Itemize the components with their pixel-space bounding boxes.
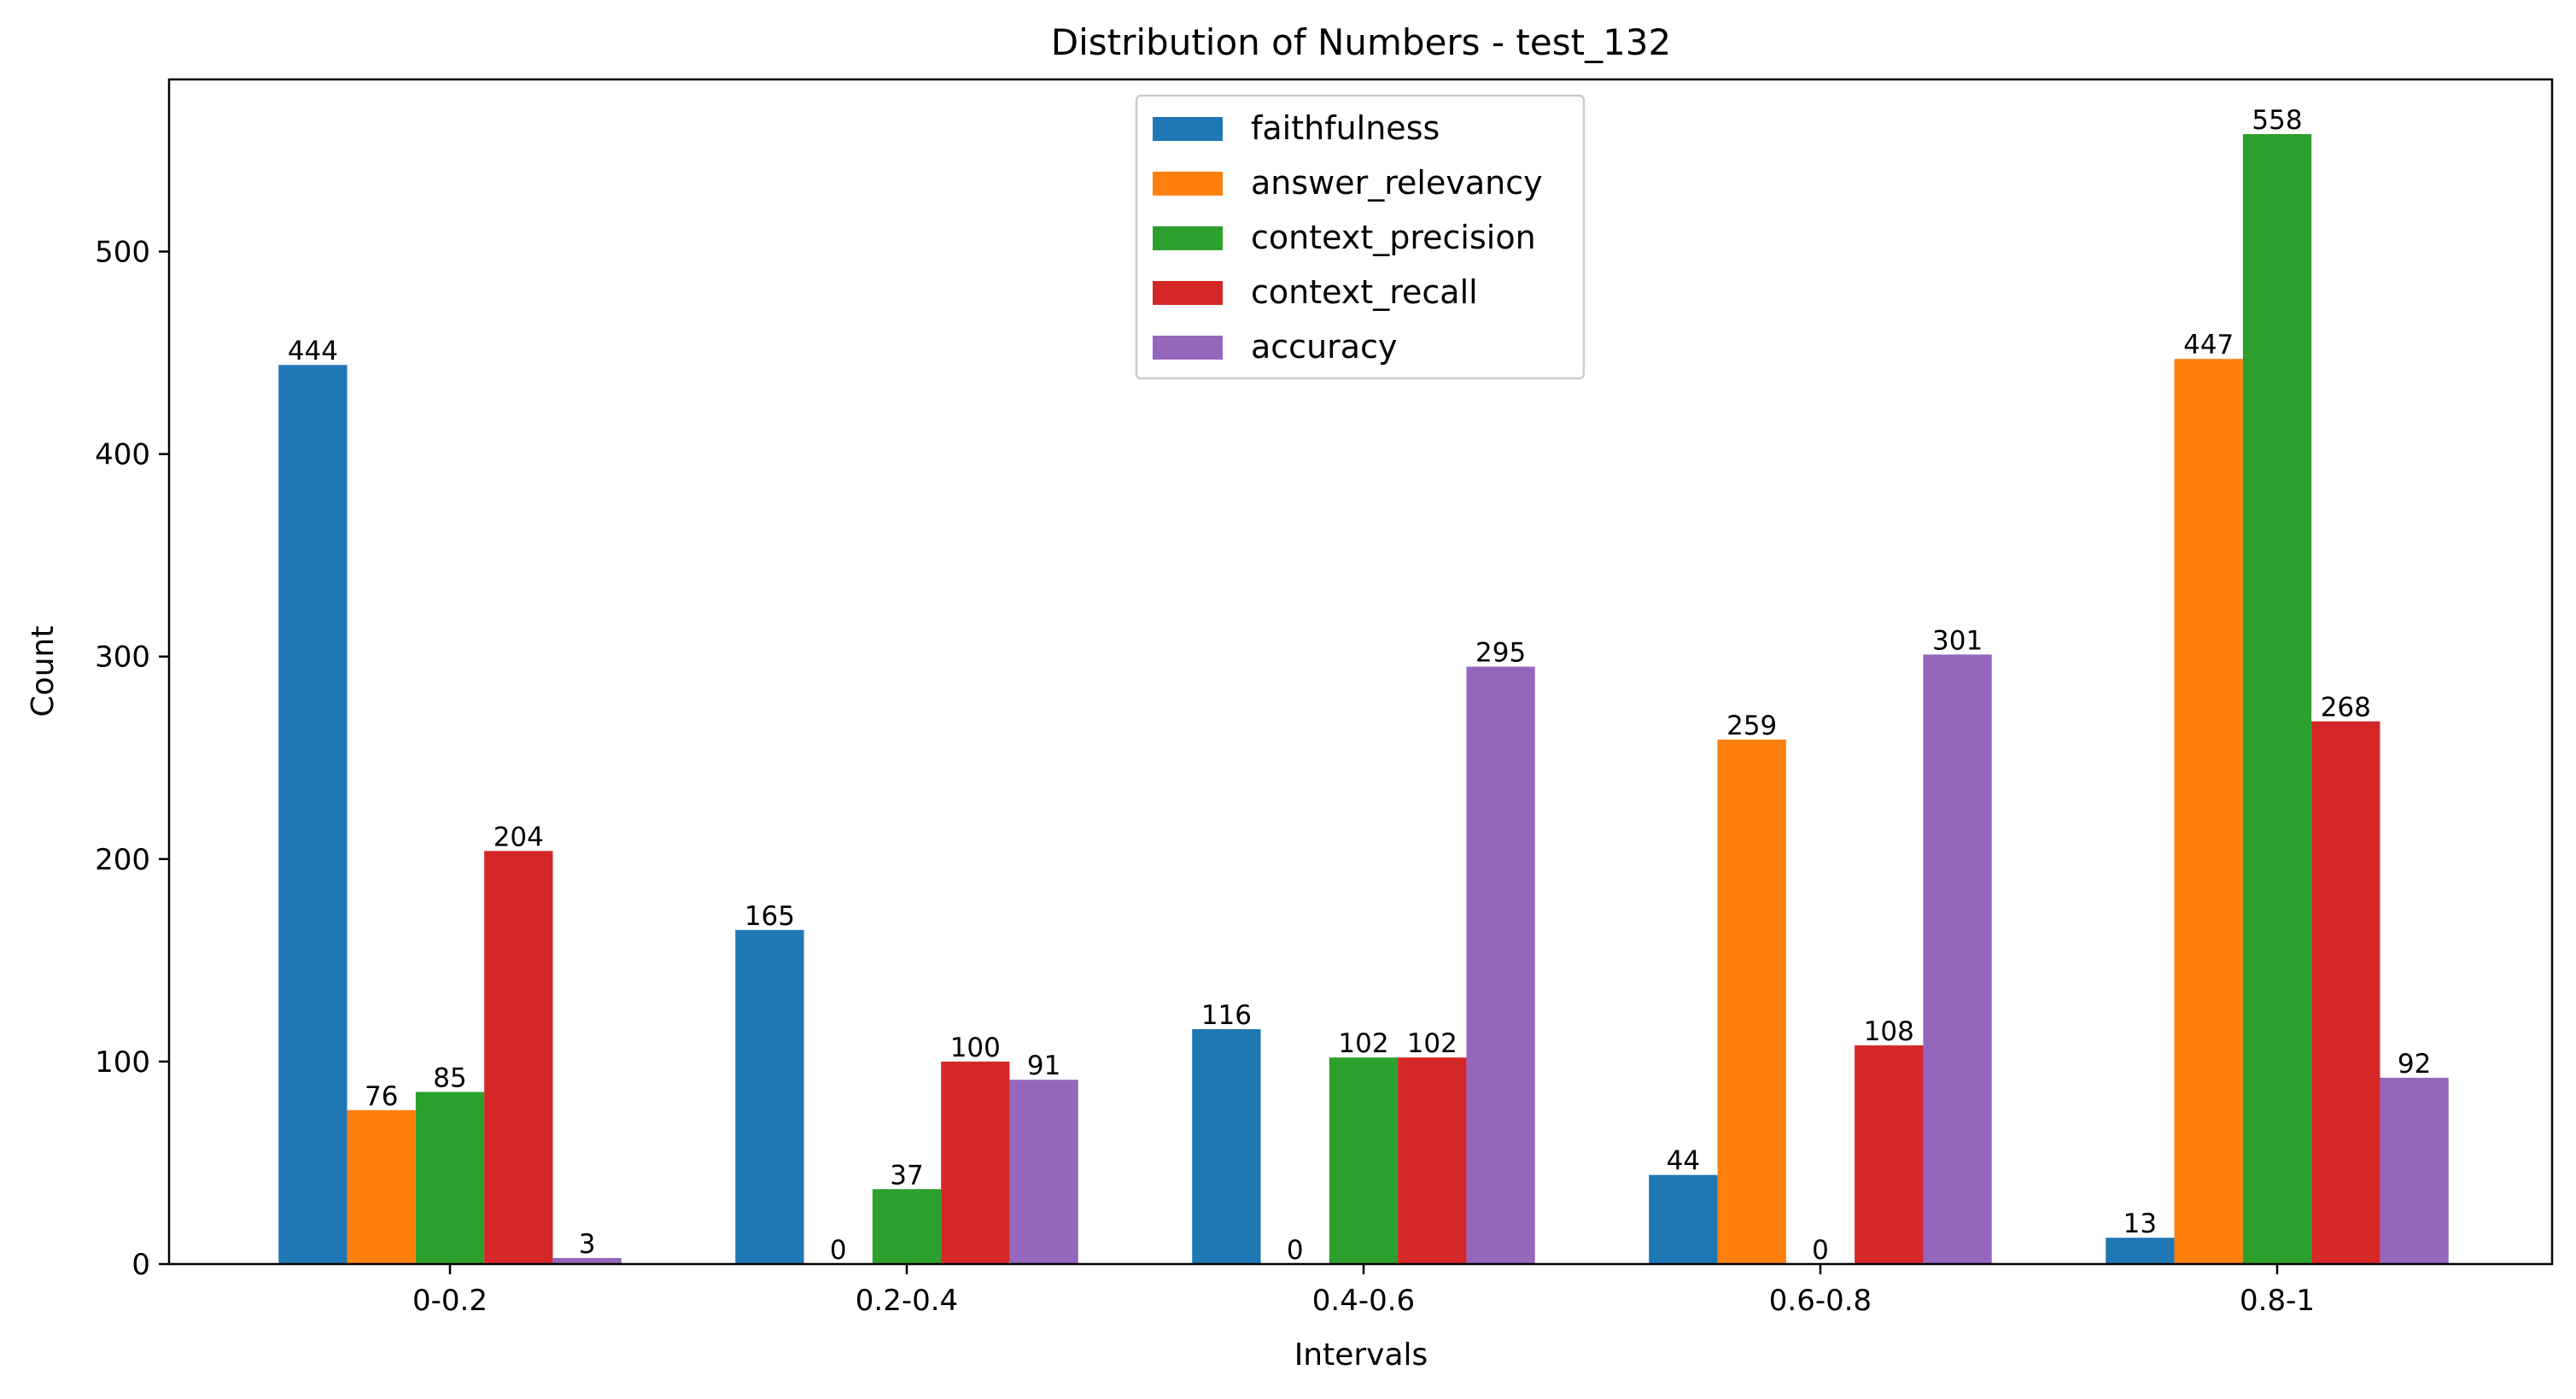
legend-label-answer_relevancy: answer_relevancy (1251, 164, 1543, 202)
bars-group (278, 134, 2449, 1265)
bar-label-accuracy-4: 92 (2398, 1049, 2431, 1080)
bar-context_recall-4 (2311, 721, 2380, 1264)
x-tick-label: 0.6-0.8 (1769, 1284, 1872, 1318)
bar-label-context_recall-4: 268 (2321, 693, 2371, 723)
bar-label-context_precision-0: 85 (433, 1062, 466, 1093)
legend-swatch-accuracy (1153, 336, 1223, 360)
bar-accuracy-4 (2380, 1077, 2449, 1264)
bar-context_recall-3 (1855, 1045, 1924, 1264)
bar-answer_relevancy-4 (2174, 359, 2243, 1265)
x-tick-label: 0.4-0.6 (1312, 1284, 1415, 1318)
chart-title: Distribution of Numbers - test_132 (1051, 21, 1672, 63)
y-tick-label: 300 (95, 641, 150, 675)
y-tick-label: 500 (95, 236, 150, 270)
bar-accuracy-3 (1923, 654, 1992, 1264)
bar-label-faithfulness-4: 13 (2123, 1209, 2157, 1239)
y-tick-label: 400 (95, 438, 150, 472)
bar-label-context_precision-4: 558 (2252, 105, 2302, 136)
legend-label-context_precision: context_precision (1251, 219, 1536, 256)
bar-context_recall-2 (1398, 1057, 1467, 1264)
bar-label-accuracy-3: 301 (1932, 625, 1983, 656)
bar-answer_relevancy-3 (1717, 739, 1786, 1264)
x-tick-label: 0.8-1 (2240, 1284, 2315, 1318)
bar-answer_relevancy-0 (347, 1109, 416, 1264)
bar-faithfulness-3 (1649, 1174, 1718, 1264)
legend-swatch-context_precision (1153, 226, 1223, 250)
legend-label-faithfulness: faithfulness (1251, 109, 1440, 147)
bar-labels-group: 444 165 116 44 13 76 0 0 259 447 85 37 102 0 558 204 100… (288, 105, 2432, 1266)
bar-accuracy-1 (1009, 1080, 1078, 1264)
bar-context_precision-0 (415, 1092, 485, 1264)
bar-accuracy-0 (552, 1257, 622, 1264)
y-tick-label: 200 (95, 843, 150, 877)
bar-label-accuracy-2: 295 (1475, 638, 1526, 669)
bar-label-faithfulness-0: 444 (288, 336, 338, 366)
legend: faithfulness answer_relevancy context_prec… (1135, 94, 1586, 380)
legend-swatch-context_recall (1153, 281, 1223, 305)
bar-label-answer_relevancy-1: 0 (830, 1235, 847, 1266)
bar-label-context_precision-3: 0 (1812, 1235, 1829, 1266)
bar-faithfulness-1 (735, 929, 804, 1264)
bar-label-context_recall-3: 108 (1864, 1016, 1914, 1047)
bar-label-context_recall-0: 204 (494, 822, 544, 852)
legend-box (1135, 94, 1586, 380)
bar-label-context_precision-2: 102 (1338, 1028, 1388, 1059)
bar-label-accuracy-0: 3 (579, 1229, 596, 1260)
bar-context_precision-2 (1329, 1057, 1399, 1264)
bar-context_recall-0 (484, 851, 553, 1264)
bar-context_recall-1 (941, 1061, 1010, 1264)
plot-frame (167, 78, 2554, 1266)
bar-faithfulness-4 (2106, 1238, 2175, 1264)
bar-label-faithfulness-2: 116 (1201, 1000, 1252, 1031)
bar-context_precision-4 (2242, 134, 2312, 1264)
y-axis: 0 100 200 300 400 500 (95, 236, 169, 1282)
legend-swatch-faithfulness (1153, 117, 1223, 141)
x-tick-label: 0.2-0.4 (856, 1284, 958, 1318)
bar-label-answer_relevancy-0: 76 (365, 1081, 398, 1112)
bar-label-context_recall-2: 102 (1407, 1028, 1457, 1059)
bar-label-answer_relevancy-2: 0 (1287, 1235, 1304, 1266)
bar-label-faithfulness-3: 44 (1667, 1146, 1700, 1177)
x-tick-label: 0-0.2 (412, 1284, 488, 1318)
y-tick-label: 100 (95, 1045, 150, 1080)
x-axis: 0-0.2 0.2-0.4 0.4-0.6 0.6-0.8 0.8-1 (412, 1264, 2315, 1318)
legend-label-context_recall: context_recall (1251, 273, 1478, 311)
bar-accuracy-2 (1466, 666, 1535, 1264)
bar-label-faithfulness-1: 165 (745, 901, 795, 932)
bar-label-context_recall-1: 100 (950, 1033, 1001, 1063)
bar-label-context_precision-1: 37 (890, 1160, 923, 1191)
bar-label-answer_relevancy-3: 259 (1726, 711, 1777, 741)
legend-swatch-answer_relevancy (1153, 172, 1223, 196)
legend-label-accuracy: accuracy (1251, 328, 1397, 366)
x-axis-label: Intervals (1294, 1338, 1428, 1373)
bar-faithfulness-2 (1192, 1028, 1261, 1264)
y-axis-label: Count (26, 626, 61, 717)
bar-context_precision-1 (872, 1189, 942, 1264)
bar-label-answer_relevancy-4: 447 (2183, 330, 2234, 360)
bar-label-accuracy-1: 91 (1027, 1051, 1060, 1081)
y-tick-label: 0 (131, 1248, 150, 1282)
bar-faithfulness-0 (278, 365, 348, 1264)
